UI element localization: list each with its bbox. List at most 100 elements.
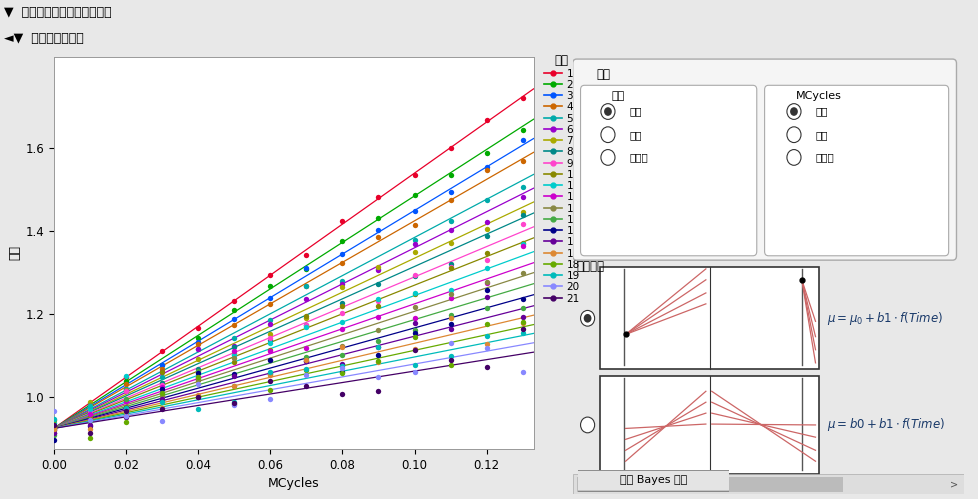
Point	[82, 416, 98, 424]
Text: <: <	[578, 480, 586, 490]
Point	[118, 380, 134, 388]
Point	[82, 408, 98, 416]
Point	[478, 255, 494, 263]
Point	[478, 340, 494, 348]
Point	[262, 369, 278, 377]
Point	[406, 345, 422, 353]
Point	[334, 318, 350, 326]
Point	[118, 413, 134, 421]
Point	[226, 306, 242, 314]
Point	[442, 352, 458, 360]
Point	[442, 314, 458, 322]
Point	[82, 407, 98, 415]
Point	[334, 280, 350, 288]
Point	[46, 423, 62, 431]
Point	[155, 379, 170, 387]
Point	[46, 423, 62, 431]
Point	[442, 264, 458, 272]
Point	[514, 368, 530, 376]
Point	[478, 279, 494, 287]
Point	[371, 294, 386, 302]
Point	[514, 318, 530, 326]
Point	[406, 271, 422, 279]
Point	[442, 310, 458, 318]
Point	[334, 364, 350, 372]
Point	[82, 404, 98, 412]
Point	[478, 116, 494, 124]
Point	[82, 401, 98, 409]
Point	[478, 196, 494, 204]
Point	[514, 193, 530, 201]
Point	[514, 243, 530, 250]
Point	[406, 368, 422, 376]
Point	[334, 217, 350, 225]
Point	[118, 372, 134, 380]
Point	[262, 395, 278, 403]
Point	[82, 421, 98, 429]
Point	[371, 313, 386, 321]
Point	[442, 294, 458, 302]
Bar	[572, 475, 963, 494]
Point	[406, 303, 422, 311]
Point	[226, 351, 242, 359]
Point	[226, 297, 242, 305]
Point	[334, 390, 350, 398]
Point	[46, 429, 62, 437]
Point	[46, 421, 62, 429]
Point	[298, 365, 314, 373]
Point	[406, 326, 422, 334]
Point	[118, 386, 134, 394]
Point	[478, 278, 494, 286]
Point	[262, 371, 278, 379]
Point	[190, 324, 205, 332]
Point	[82, 406, 98, 414]
Point	[46, 425, 62, 433]
Text: 对数: 对数	[815, 130, 827, 140]
Point	[155, 389, 170, 397]
Point	[262, 338, 278, 346]
Point	[514, 241, 530, 249]
Point	[406, 290, 422, 298]
Point	[118, 412, 134, 420]
Point	[514, 157, 530, 165]
Point	[155, 373, 170, 381]
Point	[262, 368, 278, 376]
Point	[190, 367, 205, 375]
Point	[155, 397, 170, 405]
Point	[478, 263, 494, 271]
Point	[46, 425, 62, 433]
Point	[371, 337, 386, 345]
Point	[406, 191, 422, 199]
Point	[46, 407, 62, 415]
Point	[298, 323, 314, 331]
Circle shape	[789, 107, 797, 116]
Point	[82, 409, 98, 417]
Point	[442, 361, 458, 369]
FancyBboxPatch shape	[575, 470, 731, 492]
Point	[478, 332, 494, 340]
Point	[334, 362, 350, 370]
Point	[262, 330, 278, 338]
Point	[155, 395, 170, 403]
Point	[442, 319, 458, 327]
Point	[478, 166, 494, 174]
Point	[298, 250, 314, 258]
Text: ▼  带随机参数的重复测量退化: ▼ 带随机参数的重复测量退化	[4, 6, 111, 19]
Point	[334, 250, 350, 258]
Point	[46, 423, 62, 431]
Point	[406, 237, 422, 245]
Point	[442, 260, 458, 268]
Point	[371, 351, 386, 359]
Point	[442, 290, 458, 298]
Point	[118, 385, 134, 393]
Point	[82, 400, 98, 408]
Point	[226, 372, 242, 380]
Point	[262, 370, 278, 378]
Point	[406, 208, 422, 216]
Point	[514, 318, 530, 326]
Point	[298, 382, 314, 390]
Text: 平方根: 平方根	[629, 152, 647, 163]
Point	[334, 309, 350, 317]
Bar	[600, 376, 819, 475]
Circle shape	[600, 150, 614, 165]
